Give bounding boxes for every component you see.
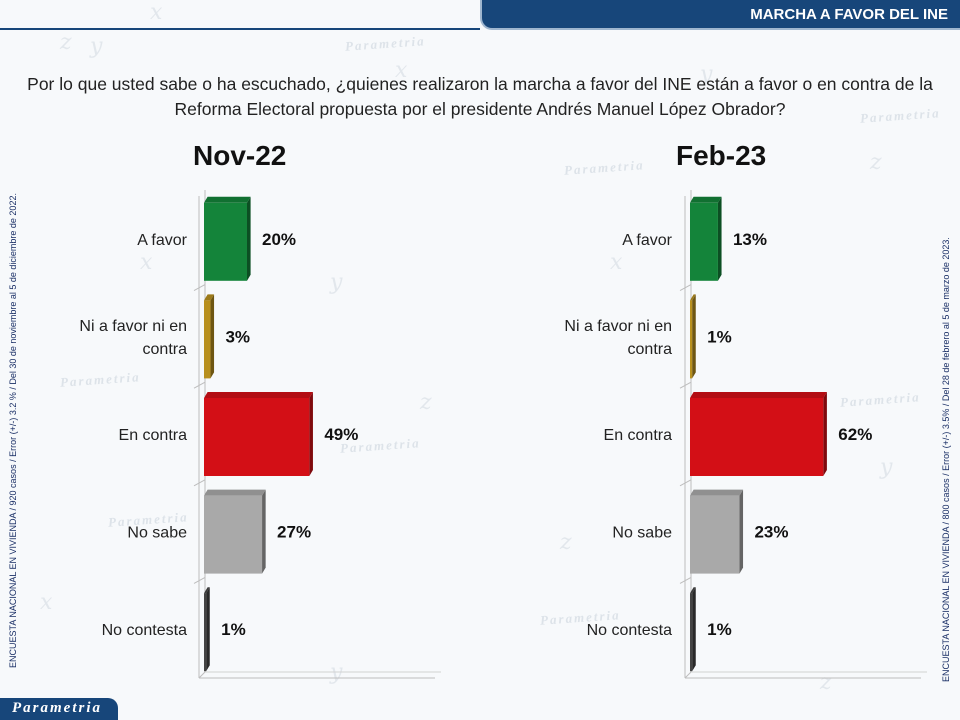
category-label-line: No contesta	[102, 622, 187, 639]
bar-top	[204, 196, 251, 203]
bar-no-contesta	[690, 593, 693, 672]
bar-ni-a-favor-ni-en-contra	[690, 300, 693, 379]
panel-title-feb-23: Feb-23	[676, 140, 767, 171]
bar-top	[690, 294, 696, 301]
category-label-line: contra	[628, 341, 673, 358]
value-label: 62%	[838, 425, 872, 444]
parametria-logo: Parametria	[0, 698, 118, 720]
axis-corner-line	[684, 671, 692, 679]
bar-side	[692, 294, 696, 379]
category-label-line: En contra	[119, 427, 188, 444]
bar-top	[204, 489, 266, 496]
category-label-line: contra	[143, 341, 188, 358]
bar-top	[690, 196, 722, 203]
bar-side	[206, 587, 210, 672]
category-label-line: No sabe	[127, 525, 187, 542]
header-tab: MARCHA A FAVOR DEL INE	[480, 0, 960, 30]
header-title: MARCHA A FAVOR DEL INE	[750, 6, 948, 23]
bar-side	[309, 392, 313, 476]
bar-no-sabe	[204, 495, 263, 574]
row-tick	[193, 381, 206, 389]
category-label-line: A favor	[137, 232, 187, 249]
bar-top	[690, 392, 827, 398]
survey-question: Por lo que usted sabe o ha escuchado, ¿q…	[27, 74, 933, 119]
category-label: No sabe	[612, 525, 672, 542]
value-label: 1%	[707, 327, 732, 346]
bar-side	[210, 294, 215, 379]
bar-en-contra	[204, 398, 310, 476]
value-label: 1%	[221, 620, 246, 639]
header-rule	[0, 28, 480, 30]
bar-top	[690, 489, 744, 496]
value-label: 49%	[324, 425, 358, 444]
value-label: 13%	[733, 230, 767, 249]
value-label: 20%	[262, 230, 296, 249]
row-tick	[193, 479, 206, 487]
category-label: A favor	[137, 232, 187, 249]
category-label: En contra	[119, 427, 188, 444]
axis-corner-line	[198, 671, 206, 679]
value-label: 23%	[754, 523, 788, 542]
logo-text: Parametria	[12, 700, 102, 716]
value-label: 1%	[707, 620, 732, 639]
bar-top	[204, 294, 215, 301]
category-label: Ni a favor ni en contra	[564, 318, 672, 358]
bar-top	[690, 587, 696, 594]
category-label: No sabe	[127, 525, 187, 542]
category-label-line: No sabe	[612, 525, 672, 542]
category-label: A favor	[622, 232, 672, 249]
bar-no-sabe	[690, 495, 740, 574]
bar-side	[262, 489, 266, 574]
row-tick	[193, 576, 206, 584]
value-label: 3%	[225, 327, 250, 346]
bar-a-favor	[690, 202, 718, 281]
row-tick	[679, 381, 692, 389]
bar-side	[739, 489, 744, 574]
category-label-line: A favor	[622, 232, 672, 249]
category-label: Ni a favor ni en contra	[79, 318, 187, 358]
category-label: No contesta	[102, 622, 187, 639]
category-label-line: Ni a favor ni en	[79, 318, 187, 335]
row-tick	[193, 284, 206, 292]
bar-a-favor	[204, 202, 247, 281]
category-label-line: En contra	[604, 427, 673, 444]
bar-ni-a-favor-ni-en-contra	[204, 300, 211, 379]
value-label: 27%	[277, 523, 311, 542]
bar-top	[204, 587, 210, 594]
row-tick	[679, 479, 692, 487]
chart-panel-0: 20% A favor 3% Ni a favor ni en contra 49% En …	[79, 190, 441, 679]
category-label-line: Ni a favor ni en	[564, 318, 672, 335]
bar-side	[717, 196, 722, 281]
row-tick	[679, 284, 692, 292]
category-label: En contra	[604, 427, 673, 444]
chart-panel-1: 13% A favor 1% Ni a favor ni en contra 62% En …	[564, 190, 927, 679]
row-tick	[679, 576, 692, 584]
bar-side	[823, 392, 827, 476]
category-label-line: No contesta	[587, 622, 672, 639]
panel-title-nov-22: Nov-22	[193, 140, 287, 171]
category-label: No contesta	[587, 622, 672, 639]
bar-top	[204, 392, 313, 398]
bar-en-contra	[690, 398, 824, 476]
bar-side	[247, 196, 251, 281]
bar-side	[692, 587, 696, 672]
bar-no-contesta	[204, 593, 207, 672]
